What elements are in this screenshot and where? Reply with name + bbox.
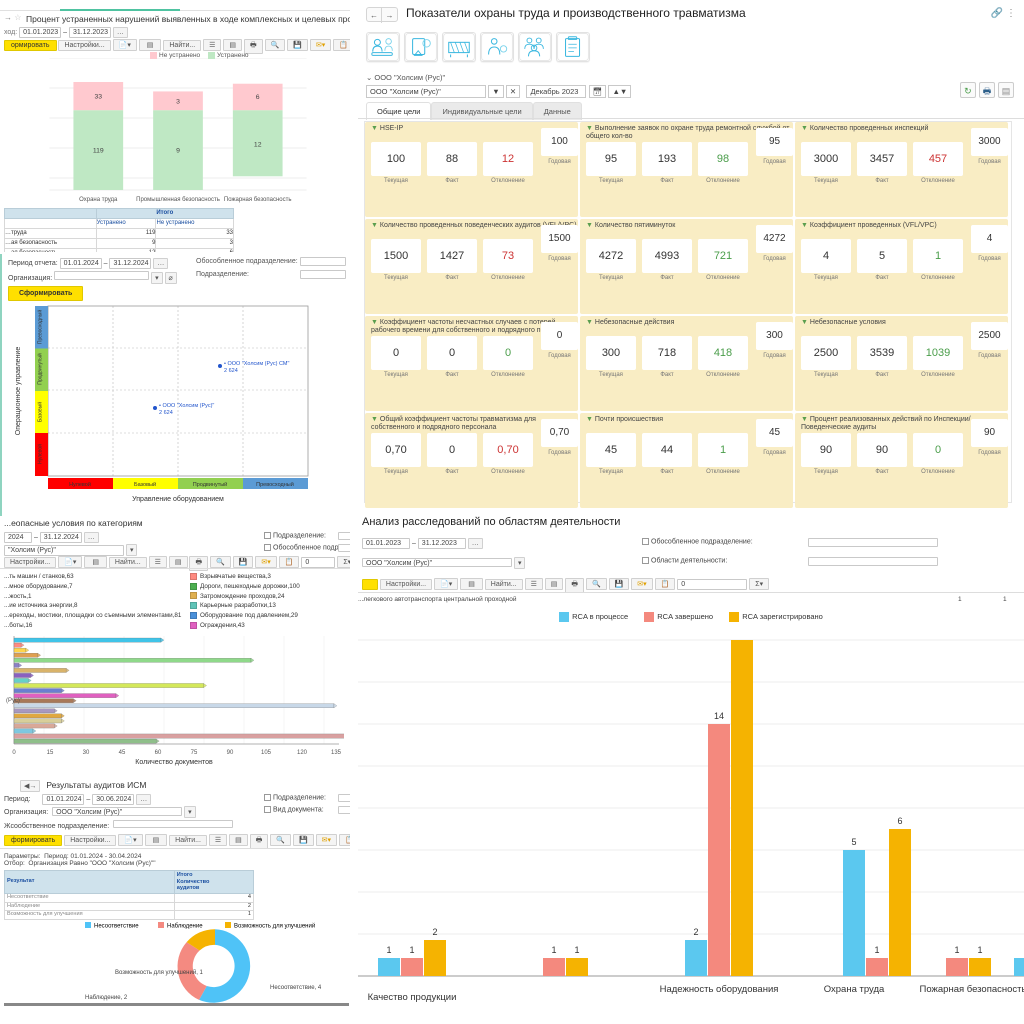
svg-text:Наблюдение, 2: Наблюдение, 2: [85, 995, 128, 1001]
svg-text:119: 119: [93, 147, 104, 154]
svg-text:Несоответствие, 4: Несоответствие, 4: [270, 985, 322, 991]
svg-text:120: 120: [297, 750, 308, 756]
svg-text:Возможность для улучшений, 1: Возможность для улучшений, 1: [115, 969, 204, 976]
svg-text:Операционное управление: Операционное управление: [15, 347, 22, 436]
svg-text:Продвинутый: Продвинутый: [37, 353, 44, 385]
svg-text:Несоответствие: Несоответствие: [94, 924, 139, 930]
svg-text:105: 105: [261, 750, 272, 756]
svg-text:Возможность для улучшений: Возможность для улучшений: [234, 923, 315, 930]
svg-text:6: 6: [897, 816, 902, 826]
svg-text:1: 1: [551, 945, 556, 955]
svg-text:12: 12: [254, 141, 262, 148]
svg-text:135: 135: [331, 750, 342, 756]
svg-text:Базовый: Базовый: [37, 402, 44, 422]
svg-text:Управление оборудованием: Управление оборудованием: [132, 495, 224, 503]
svg-text:1: 1: [386, 945, 391, 955]
svg-text:9: 9: [176, 147, 180, 154]
svg-text:14: 14: [714, 711, 724, 721]
svg-text:45: 45: [119, 750, 126, 756]
svg-text:0: 0: [12, 750, 16, 756]
svg-text:1: 1: [574, 945, 579, 955]
svg-text:(Рус)": (Рус)": [6, 698, 22, 704]
svg-text:1: 1: [874, 945, 879, 955]
svg-text:75: 75: [191, 750, 198, 756]
svg-text:Промышленная безопасность: Промышленная безопасность: [136, 197, 220, 203]
svg-text:Надежность оборудования: Надежность оборудования: [660, 984, 779, 995]
svg-text:• ООО "Холсим (Рус)": • ООО "Холсим (Рус)": [159, 403, 214, 409]
svg-text:Превосходный: Превосходный: [256, 481, 294, 488]
svg-text:Качество продукции: Качество продукции: [368, 992, 457, 1003]
svg-text:33: 33: [94, 93, 102, 100]
svg-text:Охрана труда: Охрана труда: [824, 984, 885, 995]
svg-text:Нулевой: Нулевой: [69, 481, 91, 488]
svg-text:15: 15: [47, 750, 54, 756]
svg-text:2 624: 2 624: [159, 410, 173, 416]
svg-text:2: 2: [693, 927, 698, 937]
svg-text:30: 30: [83, 750, 90, 756]
svg-text:Охрана труда: Охрана труда: [79, 197, 118, 203]
svg-text:Количество документов: Количество документов: [135, 759, 213, 766]
svg-text:2: 2: [432, 927, 437, 937]
svg-text:Продвинутый: Продвинутый: [193, 481, 228, 488]
svg-text:3: 3: [176, 98, 180, 105]
svg-text:Наблюдение: Наблюдение: [167, 924, 203, 930]
svg-text:Пожарная безопасность: Пожарная безопасность: [224, 197, 292, 203]
svg-text:Пожарная безопасность: Пожарная безопасность: [920, 984, 1024, 995]
svg-text:1: 1: [954, 945, 959, 955]
svg-text:90: 90: [227, 750, 234, 756]
svg-text:1: 1: [409, 945, 414, 955]
svg-text:• ООО "Холсим (Рус) СМ": • ООО "Холсим (Рус) СМ": [224, 361, 289, 367]
svg-text:1: 1: [977, 945, 982, 955]
svg-text:60: 60: [155, 750, 162, 756]
svg-text:2 624: 2 624: [224, 368, 238, 374]
svg-text:Превосходный: Превосходный: [37, 310, 44, 344]
svg-text:Нулевой: Нулевой: [37, 444, 44, 464]
svg-text:Базовый: Базовый: [134, 481, 156, 488]
svg-text:6: 6: [256, 94, 260, 101]
svg-text:5: 5: [851, 837, 856, 847]
